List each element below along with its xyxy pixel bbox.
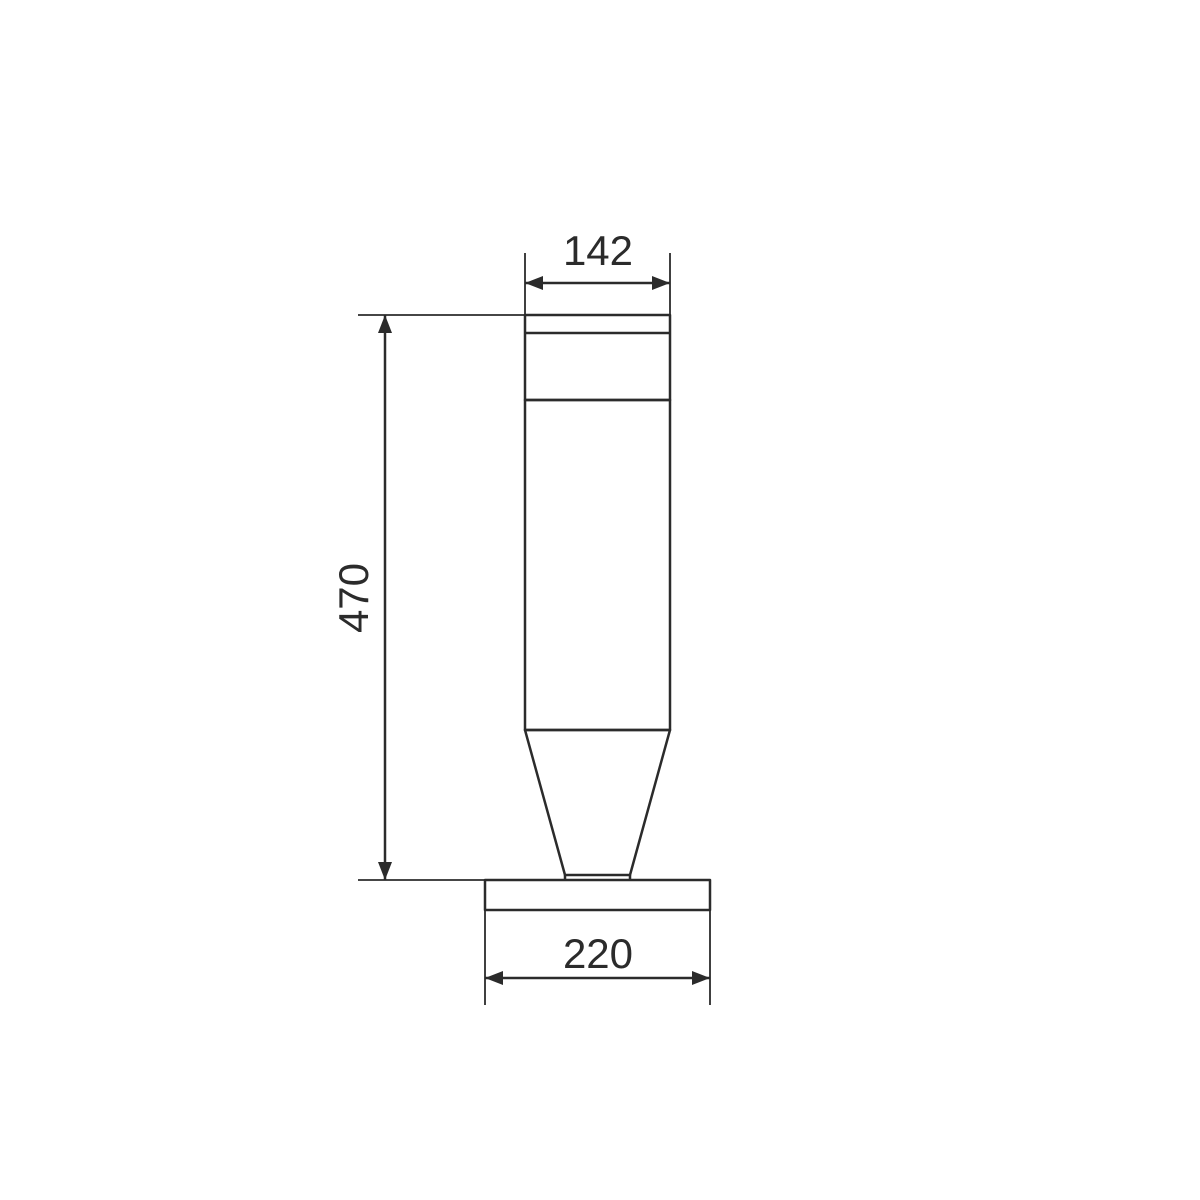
bollard-outline <box>485 315 710 910</box>
dimension-top-width-value: 142 <box>563 227 633 274</box>
dimension-height <box>358 315 525 880</box>
dimension-height-value: 470 <box>330 563 377 633</box>
dimension-base-width-value: 220 <box>563 930 633 977</box>
